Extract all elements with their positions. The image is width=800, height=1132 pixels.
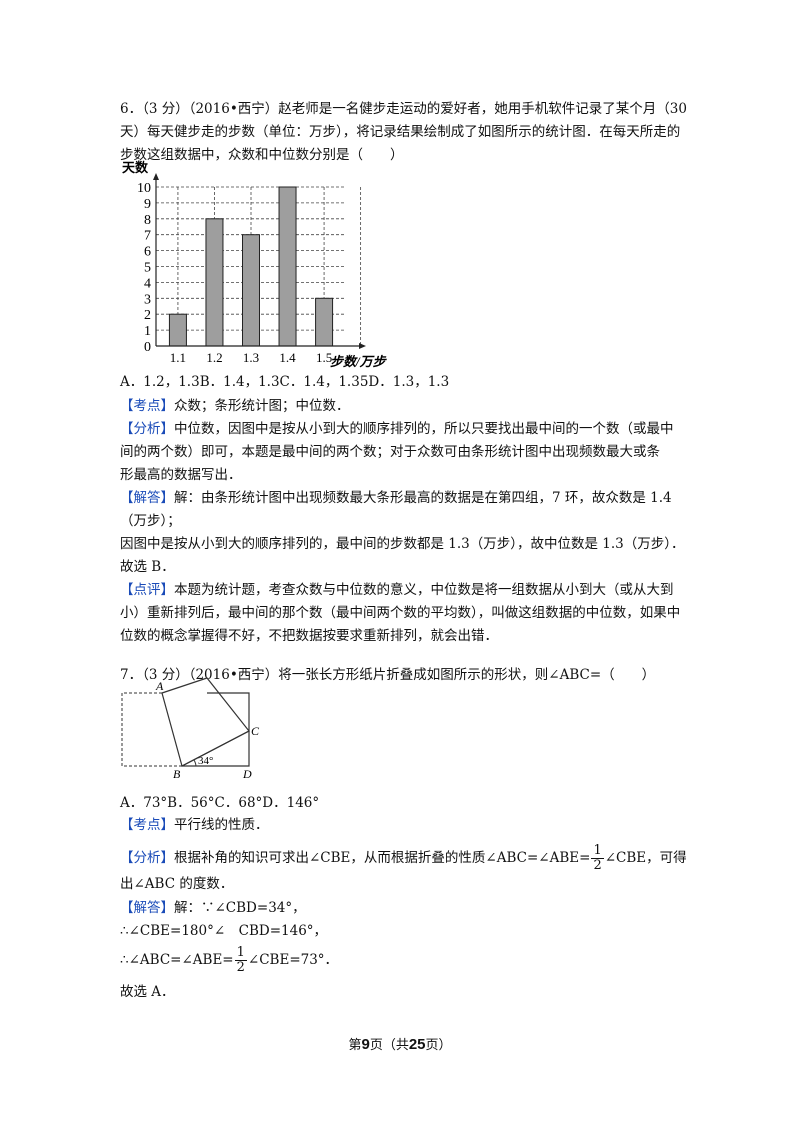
x-tick-label: 1.2 [206, 350, 222, 365]
x-axis-title: 步数/万步 [330, 354, 388, 369]
q7-fenxi-line-2: 出∠ABC 的度数． [120, 876, 234, 892]
q6-fenxi-line-2: 间的两个数）即可，本题是最中间的两个数；对于众数可由条形统计图中出现频数最大或条 [120, 444, 660, 460]
jieda-text: 解：∵∠CBD=34°， [174, 900, 306, 916]
q6-jieda-line-2: （万步）； [120, 513, 181, 529]
bar-1.1 [168, 313, 187, 347]
q7-jieda-line-2: ∴∠CBE=180°∠ CBD=146°， [120, 923, 328, 939]
q6-jieda-line-4: 故选 B． [120, 559, 175, 575]
bar-1.4 [278, 186, 297, 347]
q7-jieda-line-1: 【解答】解：∵∠CBD=34°， [120, 898, 306, 918]
kaodian-tag: 【考点】 [120, 398, 174, 414]
fenxi-tag: 【分析】 [120, 421, 174, 437]
q7-jieda-line-3: ∴∠ABC=∠ABE= 1 2 ∠CBE=73°． [120, 944, 338, 976]
x-tick-label: 1.5 [316, 350, 332, 365]
q6-dianping-line-2: 小）重新排列后，最中间的那个数（最中间两个数的平均数），叫做这组数据的中位数，如… [120, 605, 681, 621]
q6-jieda-line-3: 因图中是按从小到大的顺序排列的，最中间的步数都是 1.3（万步），故中位数是 1… [120, 536, 685, 552]
dianping-tag: 【点评】 [120, 582, 174, 598]
y-tick-label: 7 [144, 229, 151, 244]
kaodian-text: 众数；条形统计图；中位数． [174, 398, 350, 414]
y-tick-label: 6 [144, 245, 151, 260]
label-a: A [155, 679, 164, 693]
crease-bc [181, 730, 250, 767]
fenxi-text-post: ∠CBE，可得 [604, 850, 687, 866]
y-tick-label: 0 [144, 340, 151, 355]
y-tick-label: 2 [144, 308, 151, 323]
jieda-text-post: ∠CBE=73°． [247, 952, 339, 968]
q6-fenxi-line-1: 【分析】中位数，因图中是按从小到大的顺序排列的，所以只要找出最中间的一个数（或最… [120, 419, 674, 439]
y-tick-label: 1 [144, 324, 151, 339]
y-tick-label: 9 [144, 197, 151, 212]
angle-arc [193, 759, 197, 767]
fraction-denominator: 2 [593, 858, 602, 873]
label-d: D [242, 767, 252, 781]
folded-flap [161, 677, 250, 767]
label-b: B [173, 767, 181, 781]
kaodian-text: 平行线的性质． [174, 817, 269, 833]
footer-total-pages: 25 [408, 1036, 426, 1053]
angle-label: 34° [198, 755, 213, 767]
q6-options: A．1.2，1.3B．1.4，1.3C．1.4，1.35D．1.3，1.3 [120, 374, 450, 390]
jieda-tag: 【解答】 [120, 490, 174, 506]
dianping-text: 本题为统计题，考查众数与中位数的意义，中位数是将一组数据从小到大（或从大到 [174, 582, 674, 598]
jieda-text: 解：由条形统计图中出现频数最大条形最高的数据是在第四组，7 环，故众数是 1.4 [174, 490, 672, 506]
fraction-numerator: 1 [234, 945, 247, 961]
q7-kaodian: 【考点】平行线的性质． [120, 815, 269, 835]
q7-jieda-line-4: 故选 A． [120, 984, 175, 1000]
label-c: C [251, 724, 260, 738]
y-tick-label: 8 [144, 213, 151, 228]
page-footer: 第9页（共25页） [0, 1034, 800, 1053]
kaodian-tag: 【考点】 [120, 817, 174, 833]
x-tick-label: 1.1 [170, 350, 186, 365]
footer-pre: 第 [348, 1038, 362, 1053]
q6-fenxi-line-3: 形最高的数据写出． [120, 467, 242, 483]
q7-options: A．73°B．56°C．68°D．146° [120, 795, 320, 811]
bar-1.5 [315, 297, 334, 347]
q7-fold-figure: A C B D 34° [121, 677, 260, 781]
q7-fenxi-line-1: 【分析】根据补角的知识可求出∠CBE，从而根据折叠的性质∠ABC=∠ABE= 1 2… [120, 842, 687, 874]
y-tick-label: 5 [144, 261, 151, 276]
footer-mid: 页（共 [369, 1038, 409, 1053]
x-axis-arrow [359, 343, 366, 349]
fenxi-tag: 【分析】 [120, 850, 174, 866]
y-axis-arrow [153, 173, 159, 180]
fenxi-text: 中位数，因图中是按从小到大的顺序排列的，所以只要找出最中间的一个数（或最中 [174, 421, 674, 437]
q6-stem-line-3: 步数这组数据中，众数和中位数分别是（ ） [120, 147, 404, 163]
fraction-denominator: 2 [236, 960, 245, 975]
bar-1.3 [242, 234, 260, 347]
q6-dianping-line-1: 【点评】本题为统计题，考查众数与中位数的意义，中位数是将一组数据从小到大（或从大… [120, 580, 674, 600]
bar-1.2 [205, 218, 224, 347]
jieda-text-pre: ∴∠ABC=∠ABE= [120, 952, 234, 968]
q6-kaodian: 【考点】众数；条形统计图；中位数． [120, 396, 350, 416]
fenxi-text-pre: 根据补角的知识可求出∠CBE，从而根据折叠的性质∠ABC=∠ABE= [174, 850, 591, 866]
dashed-original-rectangle [121, 692, 182, 767]
y-tick-label: 10 [137, 181, 151, 196]
q7-stem: 7．（3 分）（2016•西宁）将一张长方形纸片折叠成如图所示的形状，则∠ABC… [120, 667, 656, 683]
x-tick-label: 1.3 [243, 350, 259, 365]
x-tick-label: 1.4 [279, 350, 296, 365]
q6-dianping-line-3: 位数的概念掌握得不好，不把数据按要求重新排列，就会出错． [120, 628, 498, 644]
y-tick-label: 4 [144, 276, 151, 291]
footer-page-number: 9 [361, 1036, 370, 1053]
y-tick-label: 3 [144, 292, 151, 307]
fraction-numerator: 1 [591, 843, 604, 859]
q6-jieda-line-1: 【解答】解：由条形统计图中出现频数最大条形最高的数据是在第四组，7 环，故众数是… [120, 488, 672, 508]
y-axis-title: 天数 [122, 160, 149, 175]
q6-stem-line-1: 6．（3 分）（2016•西宁）赵老师是一名健步走运动的爱好者，她用手机软件记录… [120, 101, 687, 117]
q6-stem-line-2: 天）每天健步走的步数（单位：万步），将记录结果绘制成了如图所示的统计图．在每天所… [120, 124, 681, 140]
rectangle-solid-edges [182, 692, 250, 767]
jieda-tag: 【解答】 [120, 900, 174, 916]
footer-post: 页） [425, 1038, 452, 1053]
